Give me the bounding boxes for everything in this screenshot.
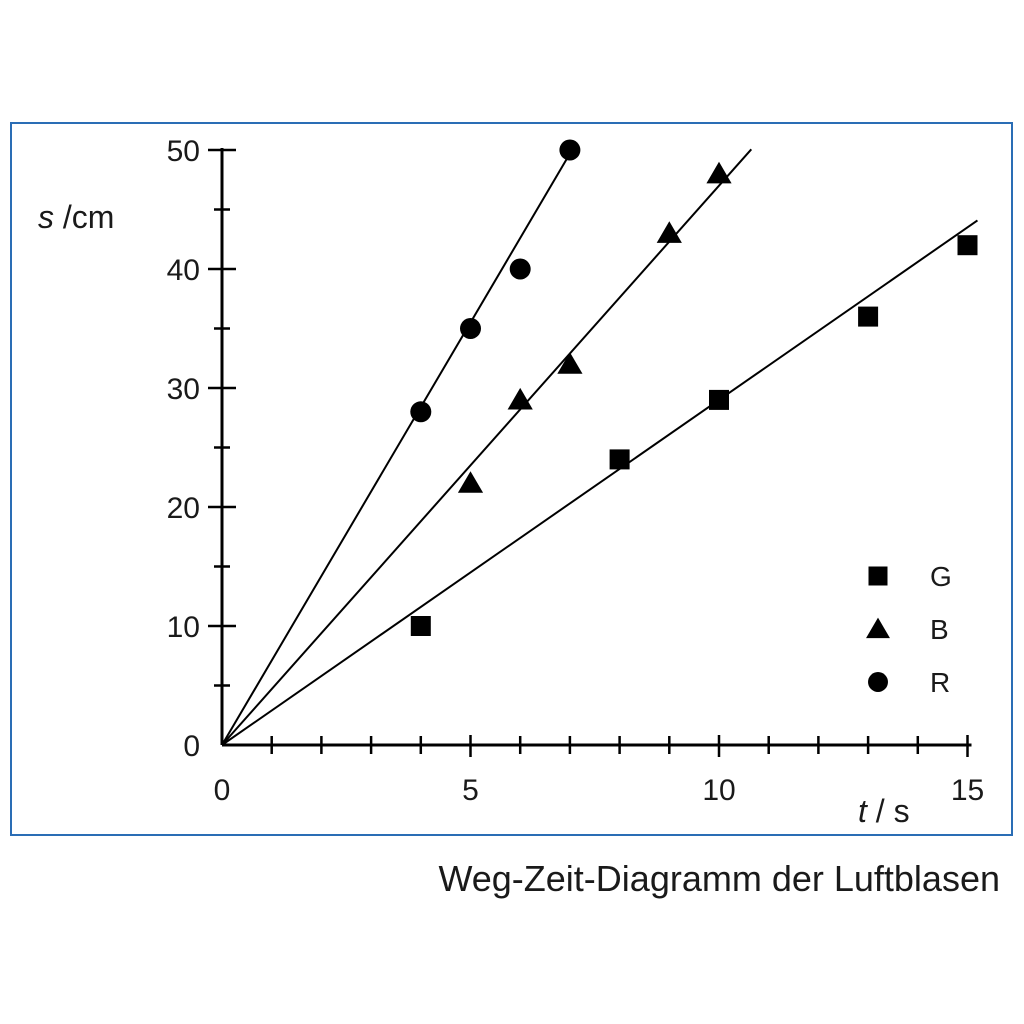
x-tick-label: 15: [951, 774, 984, 807]
legend-marker-r: [868, 672, 888, 692]
legend-marker-g: [868, 566, 888, 586]
data-point-r: [460, 318, 481, 339]
fit-line-g: [221, 219, 979, 746]
data-point-r: [410, 401, 432, 423]
x-tick-label: 0: [214, 774, 231, 807]
axes: [208, 148, 972, 757]
data-point-b: [457, 471, 484, 493]
y-tick-label: 30: [167, 373, 200, 406]
legend-label-g: G: [930, 561, 952, 592]
legend-label-b: B: [930, 614, 949, 645]
data-point-b: [507, 387, 533, 410]
data-point-r: [559, 139, 581, 161]
data-points: [410, 139, 978, 636]
x-tick-label: 5: [462, 774, 479, 807]
data-point-b: [656, 221, 682, 243]
data-point-r: [509, 258, 531, 280]
legend-marker-b: [866, 617, 890, 639]
y-axis-label: s /cm: [38, 199, 114, 235]
data-point-g: [957, 235, 978, 256]
y-tick-label: 50: [167, 135, 200, 168]
chart-frame: [10, 122, 1013, 836]
legend: GBR: [866, 561, 952, 698]
data-point-g: [410, 616, 431, 636]
tick-labels: 0 5 10 15 0 10 20 30 40 50: [167, 135, 985, 807]
x-tick-label: 10: [702, 774, 735, 807]
y-tick-label: 20: [167, 492, 200, 525]
fit-line-b: [221, 148, 753, 746]
legend-label-r: R: [930, 667, 950, 698]
data-point-b: [557, 352, 583, 374]
fit-lines: [221, 148, 979, 746]
data-point-g: [858, 306, 879, 327]
data-point-b: [706, 161, 732, 184]
y-tick-label: 0: [183, 730, 200, 763]
y-tick-label: 40: [167, 254, 200, 287]
y-tick-label: 10: [167, 611, 200, 644]
fit-line-r: [221, 148, 574, 746]
figure-caption: Weg-Zeit-Diagramm der Luftblasen: [438, 858, 1000, 899]
data-point-g: [709, 389, 729, 410]
x-axis-label: t / s: [858, 793, 910, 829]
data-point-g: [609, 449, 630, 470]
